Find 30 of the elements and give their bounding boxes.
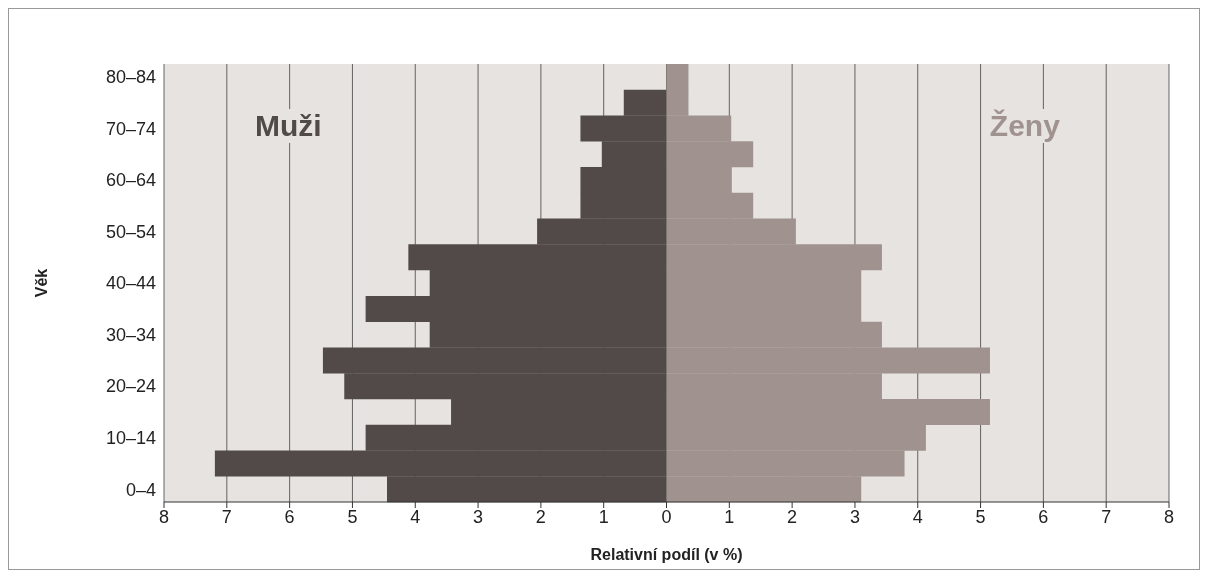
x-tick-label: 7 [1101, 506, 1112, 527]
x-tick-label: 8 [1163, 506, 1175, 527]
y-tick-label: 10–14 [105, 427, 156, 448]
x-tick-label: 7 [221, 506, 232, 527]
x-tick-label: 5 [347, 506, 358, 527]
x-tick-label: 4 [410, 506, 421, 527]
x-tick-label: 0 [661, 506, 672, 527]
x-tick-label: 1 [598, 506, 609, 527]
x-tick-label: 1 [724, 506, 735, 527]
y-tick-label: 80–84 [105, 67, 156, 88]
y-tick-label: 70–74 [105, 118, 156, 139]
x-tick-label: 6 [284, 506, 295, 527]
y-tick-label: 30–34 [105, 324, 156, 345]
text: Muži [251, 109, 325, 143]
y-tick-label: 0–4 [125, 479, 156, 500]
x-tick-label: 8 [158, 506, 170, 527]
x-tick-label: 3 [849, 506, 860, 527]
x-tick-label: 2 [535, 506, 546, 527]
y-tick-label: 40–44 [105, 273, 156, 294]
x-tick-label: 5 [975, 506, 986, 527]
y-axis-title: Věk [32, 268, 50, 298]
x-tick-label: 4 [912, 506, 923, 527]
x-tick-label: 3 [473, 506, 484, 527]
y-tick-label: 60–64 [105, 170, 156, 191]
x-axis-title: Relativní podíl (v %) [590, 546, 743, 563]
x-tick-label: 6 [1038, 506, 1049, 527]
x-tick-label: 2 [787, 506, 798, 527]
text: Ženy [986, 109, 1063, 143]
y-tick-label: 50–54 [105, 221, 156, 242]
y-tick-label: 20–24 [105, 376, 156, 397]
